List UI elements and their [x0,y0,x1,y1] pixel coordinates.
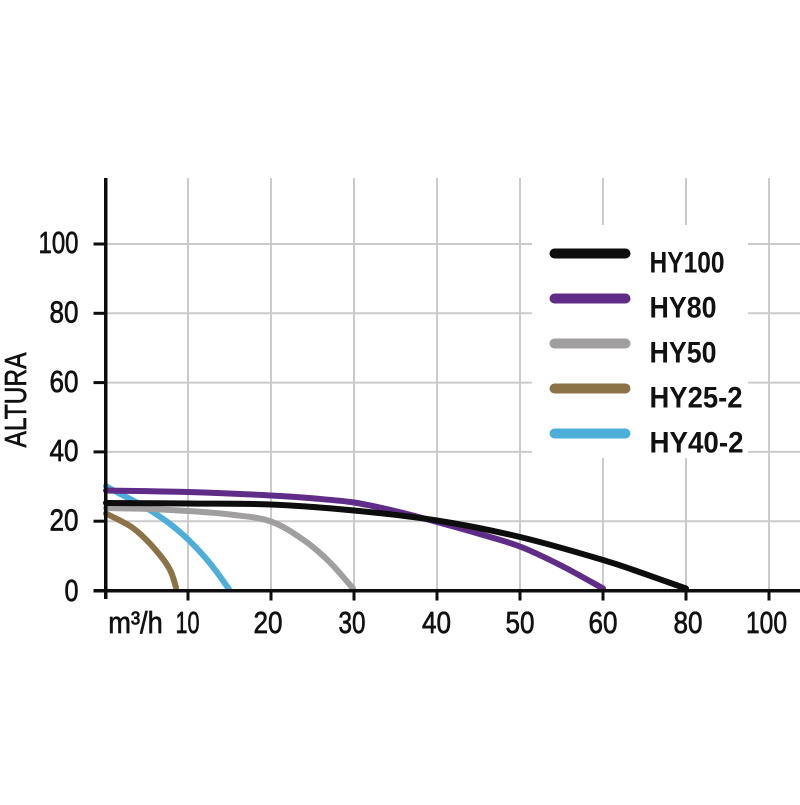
svg-text:10: 10 [176,605,200,640]
svg-text:40: 40 [50,433,79,468]
svg-text:0: 0 [65,573,79,608]
svg-text:HY40-2: HY40-2 [650,427,744,460]
svg-text:HY100: HY100 [650,247,725,280]
svg-text:30: 30 [339,605,366,640]
svg-text:50: 50 [506,605,535,640]
svg-text:100: 100 [39,225,79,260]
svg-text:100: 100 [746,605,787,640]
svg-text:80: 80 [50,295,79,330]
svg-text:80: 80 [674,605,703,640]
svg-text:m³/h: m³/h [108,605,163,640]
svg-text:60: 60 [589,605,618,640]
svg-text:HY80: HY80 [650,292,717,325]
svg-text:HY50: HY50 [650,337,717,370]
svg-text:20: 20 [254,605,283,640]
svg-text:60: 60 [50,364,79,399]
svg-text:40: 40 [422,605,451,640]
svg-text:20: 20 [50,502,79,537]
svg-text:ALTURA: ALTURA [0,352,33,447]
svg-text:HY25-2: HY25-2 [650,382,743,415]
